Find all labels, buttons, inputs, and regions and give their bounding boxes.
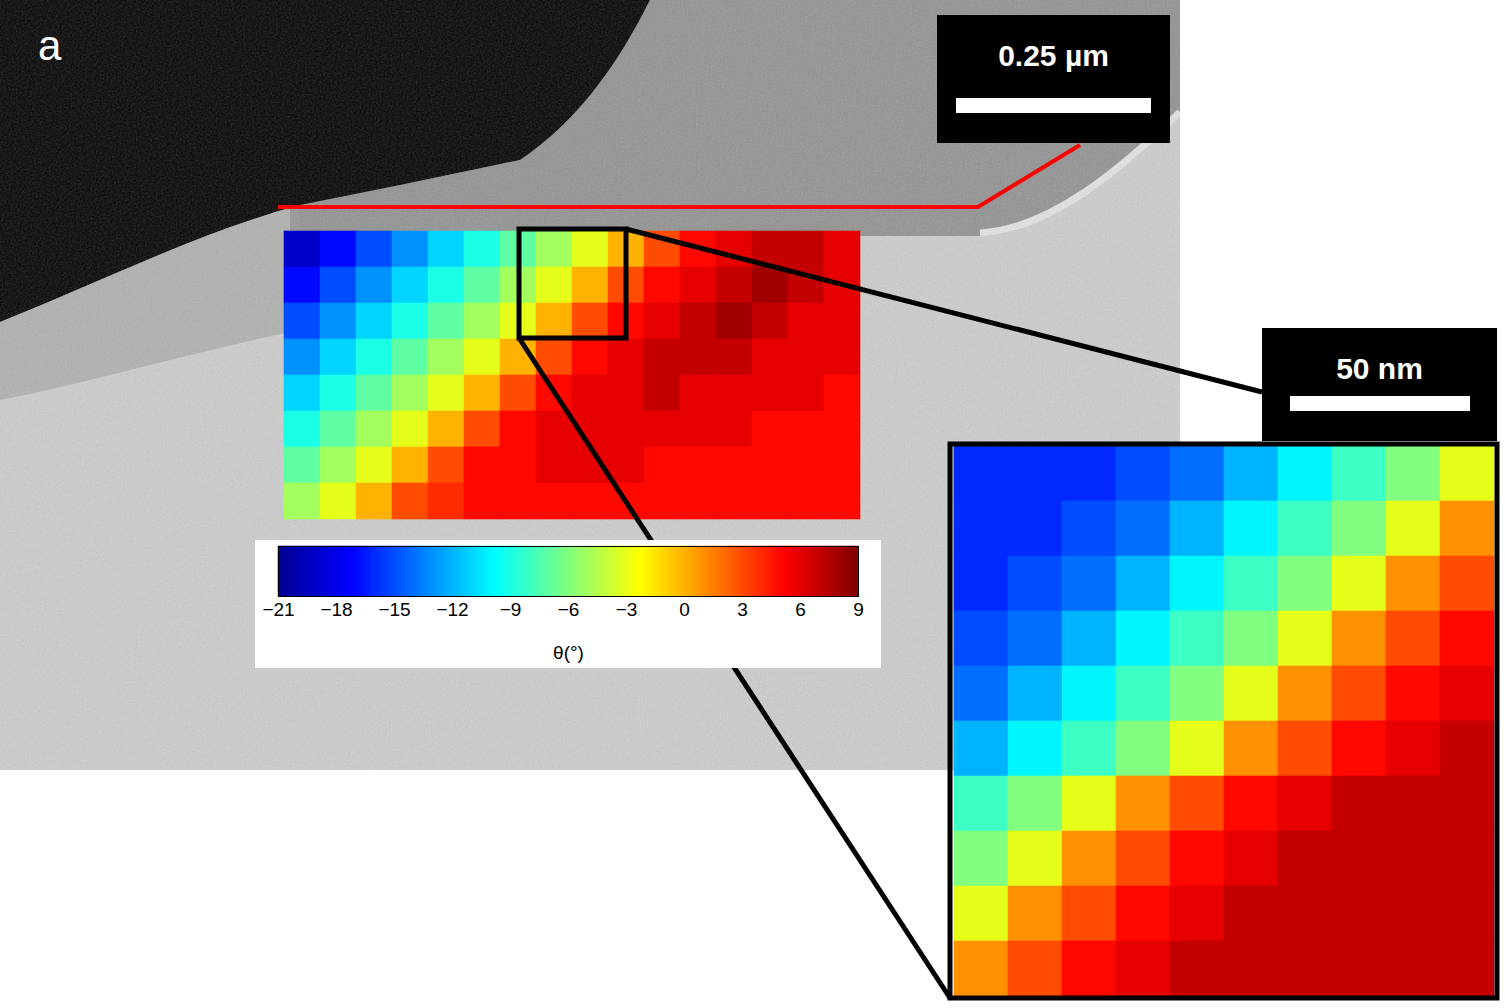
svg-text:−18: −18	[320, 599, 352, 620]
svg-text:θ(°): θ(°)	[553, 642, 584, 663]
svg-text:3: 3	[737, 599, 748, 620]
html-text:0.25 µm: 0.25 µm	[998, 39, 1109, 72]
html-text:50 nm: 50 nm	[1336, 352, 1423, 385]
svg-text:6: 6	[795, 599, 806, 620]
svg-text:−3: −3	[616, 599, 638, 620]
svg-text:−9: −9	[500, 599, 522, 620]
svg-text:−12: −12	[436, 599, 468, 620]
svg-text:−15: −15	[378, 599, 410, 620]
svg-text:9: 9	[853, 599, 864, 620]
svg-text:−21: −21	[262, 599, 294, 620]
svg-text:0: 0	[679, 599, 690, 620]
html-text:a: a	[38, 22, 62, 69]
svg-text:−6: −6	[558, 599, 580, 620]
